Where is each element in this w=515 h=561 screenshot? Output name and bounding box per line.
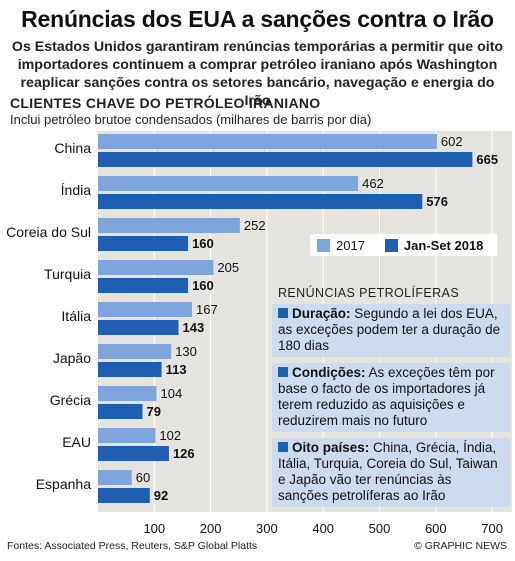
data-label: 126 <box>173 446 195 461</box>
bar <box>98 362 162 377</box>
bar <box>98 488 150 503</box>
legend-label-2017: 2017 <box>336 237 365 253</box>
data-label: 79 <box>146 404 160 419</box>
data-label: 462 <box>362 176 384 191</box>
bullet-square-icon <box>278 442 288 452</box>
bar <box>98 386 157 401</box>
data-label: 102 <box>159 428 181 443</box>
note-text: China, Grécia, Índia, Itália, Turquia, C… <box>278 440 498 503</box>
bar <box>98 302 193 317</box>
data-label: 143 <box>183 320 205 335</box>
x-tick-label: 100 <box>143 521 165 536</box>
x-tick-label: 700 <box>481 521 503 536</box>
footer-sources: Fontes: Associated Press, Reuters, S&P G… <box>7 540 258 552</box>
x-tick-label: 500 <box>369 521 391 536</box>
bar <box>98 134 437 149</box>
bullet-square-icon <box>278 308 288 318</box>
bar <box>98 236 189 251</box>
data-label: 113 <box>166 362 187 377</box>
note-head: Duração: <box>292 306 351 321</box>
bar <box>98 470 132 485</box>
category-label: Coreia do Sul <box>6 224 91 240</box>
note-conditions: Condições: As exceções têm por base o fa… <box>272 363 510 432</box>
x-tick-label: 300 <box>256 521 278 536</box>
data-label: 665 <box>476 152 498 167</box>
category-label: China <box>54 140 91 156</box>
data-label: 252 <box>244 218 266 233</box>
notes-panel: RENÚNCIAS PETROLÍFERAS Duração: Segundo … <box>272 284 510 513</box>
category-label: Índia <box>61 182 92 198</box>
footer: Fontes: Associated Press, Reuters, S&P G… <box>7 540 507 552</box>
note-head: Condições: <box>292 365 366 380</box>
note-eight-countries: Oito países: China, Grécia, Índia, Itáli… <box>272 438 510 507</box>
bullet-square-icon <box>278 367 288 377</box>
chart-title: CLIENTES CHAVE DO PETRÓLEO IRANIANO <box>10 95 321 111</box>
data-label: 92 <box>154 488 168 503</box>
data-label: 104 <box>161 386 183 401</box>
bar <box>98 260 214 275</box>
data-label: 160 <box>192 236 214 251</box>
data-label: 160 <box>192 278 214 293</box>
bar <box>98 428 156 443</box>
bar <box>98 278 189 293</box>
x-tick-label: 400 <box>312 521 334 536</box>
bar <box>98 404 143 419</box>
category-label: Grécia <box>50 392 91 408</box>
data-label: 205 <box>217 260 239 275</box>
page-subtitle: Os Estados Unidos garantiram renúncias t… <box>11 39 504 109</box>
legend-label-2018: Jan-Set 2018 <box>403 237 484 253</box>
bar <box>98 218 240 233</box>
legend-swatch-2017 <box>317 238 330 252</box>
bar <box>98 446 169 461</box>
category-label: Itália <box>61 308 91 324</box>
bar <box>98 320 179 335</box>
chart-subtitle: Inclui petróleo brutoe condensados (milh… <box>10 112 372 127</box>
data-label: 167 <box>196 302 218 317</box>
page-title: Renúncias dos EUA a sanções contra o Irã… <box>21 6 494 32</box>
bar <box>98 344 172 359</box>
legend-swatch-2018 <box>384 238 398 252</box>
data-label: 576 <box>426 194 448 209</box>
data-label: 130 <box>175 344 197 359</box>
category-label: Turquia <box>44 266 91 282</box>
x-tick-label: 200 <box>200 521 222 536</box>
category-label: Espanha <box>36 476 91 492</box>
note-text: As exceções têm por base o facto de os i… <box>278 365 495 428</box>
bar <box>98 194 423 209</box>
bar <box>98 176 359 191</box>
data-label: 60 <box>136 470 150 485</box>
x-tick-label: 600 <box>425 521 447 536</box>
data-label: 602 <box>441 134 463 149</box>
notes-title: RENÚNCIAS PETROLÍFERAS <box>278 286 460 300</box>
category-label: EAU <box>62 434 91 450</box>
footer-credit: © GRAPHIC NEWS <box>414 540 507 552</box>
chart-legend: 2017 Jan-Set 2018 <box>310 234 497 256</box>
note-duration: Duração: Segundo a lei dos EUA, as exceç… <box>272 304 510 357</box>
category-label: Japão <box>53 350 91 366</box>
note-text: Segundo a lei dos EUA, as exceções podem… <box>278 306 501 353</box>
bar <box>98 152 473 167</box>
note-head: Oito países: <box>292 440 370 455</box>
